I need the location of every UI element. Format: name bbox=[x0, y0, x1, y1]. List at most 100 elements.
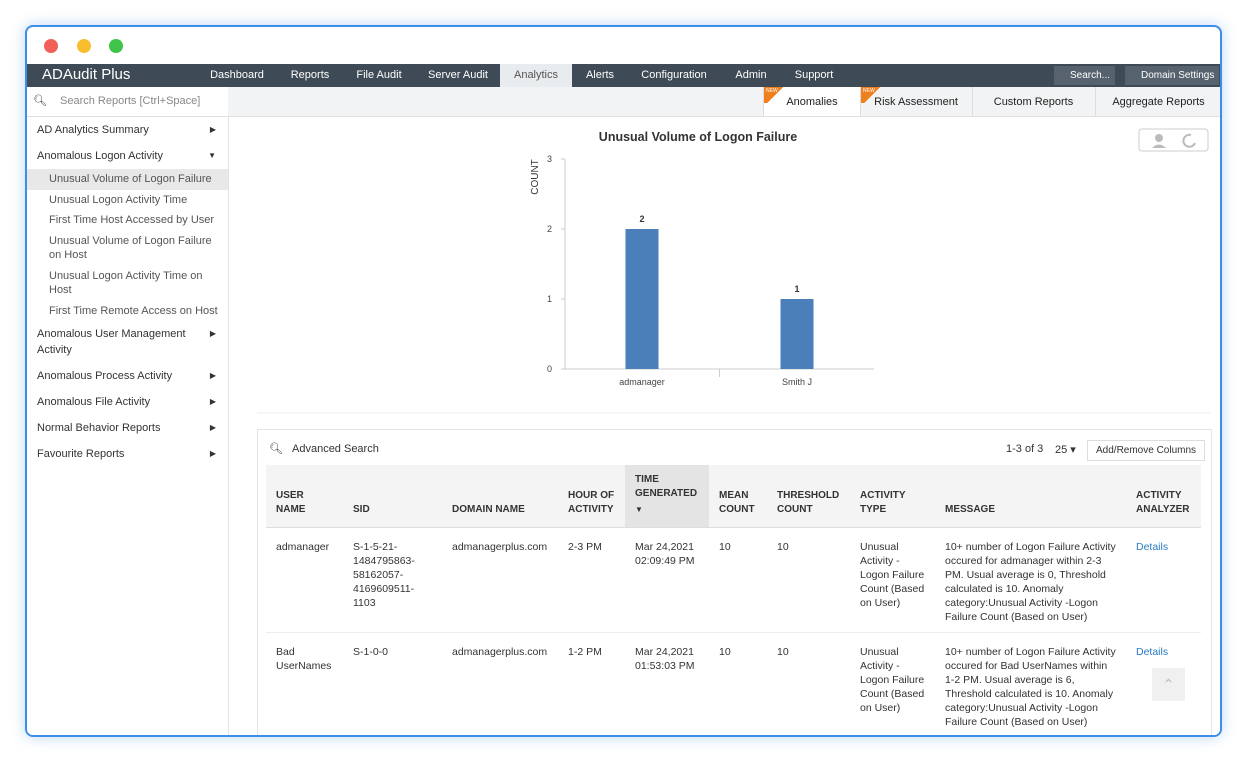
table-cell: 10+ number of Logon Failure Activity occ… bbox=[935, 527, 1126, 633]
sidebar-report[interactable]: Unusual Logon Activity Time bbox=[49, 193, 188, 206]
nav-item[interactable]: Alerts bbox=[585, 69, 615, 81]
table-cell: Unusual Activity - Logon Failure Count (… bbox=[850, 527, 935, 633]
table-cell: Bad UserNames bbox=[266, 632, 343, 735]
table-cell: 10 bbox=[767, 632, 850, 735]
sidebar-group-label: Anomalous File Activity bbox=[37, 396, 151, 408]
sidebar-group-label: Anomalous Logon Activity bbox=[37, 150, 163, 162]
sidebar-group[interactable]: Anomalous File Activity ▶ bbox=[27, 389, 228, 415]
sidebar-group[interactable]: Normal Behavior Reports ▶ bbox=[27, 415, 228, 441]
column-header[interactable]: MEAN COUNT bbox=[709, 465, 767, 528]
column-header[interactable]: SID bbox=[343, 465, 442, 528]
minimize-button[interactable] bbox=[77, 39, 91, 53]
tab-label: Aggregate Reports bbox=[1112, 96, 1205, 108]
sidebar-group-label: Anomalous User Management Activity bbox=[37, 328, 186, 356]
sidebar-report[interactable]: First Time Remote Access on Host bbox=[49, 304, 218, 317]
table-cell: 10+ number of Logon Failure Activity occ… bbox=[935, 632, 1126, 735]
column-header[interactable]: USER NAME bbox=[266, 465, 343, 528]
expand-arrow: ▼ bbox=[208, 151, 216, 160]
column-header[interactable]: THRESHOLD COUNT bbox=[767, 465, 850, 528]
report-search[interactable]: 🔍︎ Search Reports [Ctrl+Space] bbox=[27, 87, 228, 116]
nav-item[interactable]: Configuration bbox=[641, 69, 707, 81]
sidebar-report[interactable]: Unusual Logon Activity Time on Host bbox=[49, 269, 203, 297]
table-cell: 2-3 PM bbox=[558, 527, 625, 633]
column-header[interactable]: MESSAGE bbox=[935, 465, 1126, 528]
column-title: THRESHOLD COUNT bbox=[777, 490, 840, 515]
sidebar-group[interactable]: Anomalous Logon Activity ▼ bbox=[27, 143, 228, 169]
column-title: MESSAGE bbox=[945, 504, 996, 515]
expand-arrow: ▶ bbox=[209, 329, 216, 338]
y-tick-label: 0 bbox=[547, 364, 552, 374]
sidebar-group-label: Normal Behavior Reports bbox=[37, 422, 161, 434]
table-toolbar: 🔍︎ Advanced Search 1-3 of 3 25 ▾ Add/Rem… bbox=[258, 430, 1211, 465]
sidebar-group[interactable]: AD Analytics Summary ▶ bbox=[27, 117, 228, 143]
table-cell: 10 bbox=[709, 632, 767, 735]
sidebar-report[interactable]: Unusual Volume of Logon Failure on Host bbox=[49, 234, 212, 262]
sidebar-group-label: Favourite Reports bbox=[37, 448, 125, 460]
app-window: ADAudit Plus Search... Domain Settings D… bbox=[25, 25, 1222, 737]
logo[interactable]: ADAudit Plus bbox=[42, 66, 131, 83]
column-header[interactable]: HOUR OF ACTIVITY bbox=[558, 465, 625, 528]
column-title: ACTIVITY ANALYZER bbox=[1136, 490, 1190, 515]
column-title: MEAN COUNT bbox=[719, 490, 755, 515]
main-content: Unusual Volume of Logon Failure COUNT 0 1 2 3… bbox=[247, 117, 1220, 735]
expand-arrow: ▶ bbox=[209, 397, 216, 406]
table-cell: S-1-5-21-1484795863-58162057-4169609511-… bbox=[343, 527, 442, 633]
nav-item[interactable]: Reports bbox=[290, 69, 330, 81]
y-tick-label: 3 bbox=[547, 154, 552, 164]
nav-item[interactable]: Analytics bbox=[499, 64, 573, 87]
column-header[interactable]: DOMAIN NAME bbox=[442, 465, 558, 528]
table-cell: Mar 24,2021 01:53:03 PM bbox=[625, 632, 709, 735]
y-axis-label: COUNT bbox=[530, 159, 541, 195]
data-table: USER NAME SID DOMAIN NAME HOUR OF ACTIVITY T… bbox=[266, 465, 1201, 735]
close-button[interactable] bbox=[44, 39, 58, 53]
sidebar-report[interactable]: Unusual Volume of Logon Failure bbox=[27, 169, 228, 190]
chart-options[interactable] bbox=[1138, 128, 1209, 152]
table-cell: 1-2 PM bbox=[558, 632, 625, 735]
pagination: 1-3 of 3 bbox=[1006, 443, 1044, 455]
table-cell: admanagerplus.com bbox=[442, 527, 558, 633]
nav-item[interactable]: File Audit bbox=[356, 69, 402, 81]
table-cell: 10 bbox=[767, 527, 850, 633]
new-badge: NEW bbox=[861, 87, 883, 103]
sidebar-group-label: AD Analytics Summary bbox=[37, 124, 149, 136]
data-label: 1 bbox=[794, 284, 799, 294]
column-header[interactable]: ACTIVITY TYPE bbox=[850, 465, 935, 528]
page-size[interactable]: 25 ▾ bbox=[1055, 444, 1076, 456]
chart: Unusual Volume of Logon Failure COUNT 0 1 2 3… bbox=[257, 128, 1210, 414]
bar bbox=[625, 229, 659, 369]
chart-title: Unusual Volume of Logon Failure bbox=[599, 130, 797, 144]
table-cell: 10 bbox=[709, 527, 767, 633]
expand-arrow: ▶ bbox=[209, 423, 216, 432]
nav-item[interactable]: Admin bbox=[735, 69, 767, 81]
sort-arrow: ▼ bbox=[635, 505, 643, 514]
nav-item[interactable]: Support bbox=[794, 69, 834, 81]
table-cell: Mar 24,2021 02:09:49 PM bbox=[625, 527, 709, 633]
domain-settings[interactable]: Domain Settings bbox=[1125, 66, 1220, 85]
table-search-icon[interactable]: 🔍︎ bbox=[269, 443, 283, 455]
add-remove-columns[interactable]: Add/Remove Columns bbox=[1087, 440, 1206, 461]
toolbar-row: 🔍︎ Search Reports [Ctrl+Space] NEW Anomal… bbox=[27, 87, 1220, 117]
column-header[interactable]: TIME GENERATED ▼ bbox=[625, 465, 709, 528]
nav-item[interactable]: Dashboard bbox=[210, 69, 264, 81]
tab-label: Risk Assessment bbox=[874, 96, 958, 108]
global-search[interactable]: Search... bbox=[1054, 66, 1116, 85]
nav-item[interactable]: Server Audit bbox=[428, 69, 488, 81]
expand-arrow: ▶ bbox=[209, 125, 216, 134]
tab[interactable]: NEW Risk Assessment bbox=[860, 87, 971, 116]
sidebar-group[interactable]: Favourite Reports ▶ bbox=[27, 441, 228, 467]
sidebar-group[interactable]: Anomalous User Management Activity ▶ bbox=[27, 321, 228, 363]
sidebar-report[interactable]: First Time Host Accessed by User bbox=[49, 214, 215, 226]
details-link[interactable]: Details bbox=[1126, 527, 1201, 633]
scroll-top[interactable]: ⌃ bbox=[1152, 668, 1185, 701]
tab[interactable]: Aggregate Reports bbox=[1095, 87, 1220, 116]
column-title: TIME GENERATED bbox=[635, 474, 698, 499]
column-title: DOMAIN NAME bbox=[452, 504, 525, 515]
column-title: SID bbox=[353, 504, 370, 515]
table-cell: admanagerplus.com bbox=[442, 632, 558, 735]
maximize-button[interactable] bbox=[109, 39, 123, 53]
tab[interactable]: Custom Reports bbox=[972, 87, 1094, 116]
tab[interactable]: NEW Anomalies bbox=[763, 87, 860, 116]
advanced-search[interactable]: Advanced Search bbox=[292, 443, 379, 455]
sidebar-group[interactable]: Anomalous Process Activity ▶ bbox=[27, 363, 228, 389]
column-header[interactable]: ACTIVITY ANALYZER bbox=[1126, 465, 1201, 528]
